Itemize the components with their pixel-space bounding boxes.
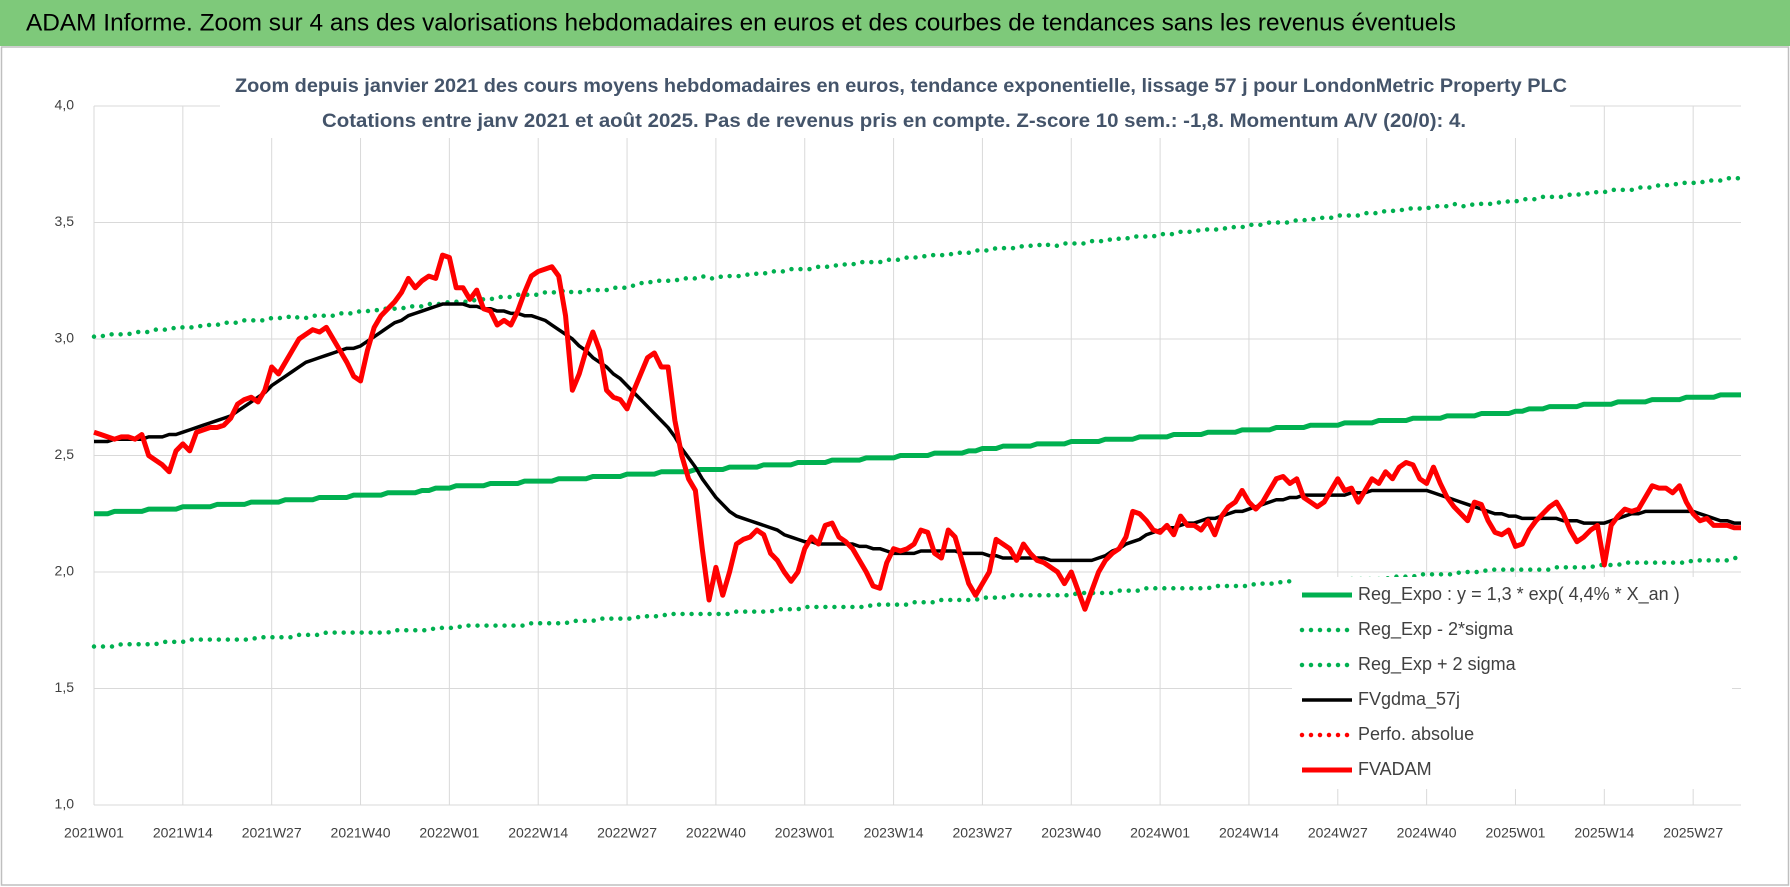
legend-background <box>1292 577 1732 789</box>
x-tick-label: 2025W14 <box>1574 825 1634 841</box>
x-tick-label: 2021W01 <box>64 825 124 841</box>
x-tick-label: 2024W01 <box>1130 825 1190 841</box>
banner-title: ADAM Informe. Zoom sur 4 ans des valoris… <box>26 9 1456 36</box>
y-tick-label: 1,0 <box>55 796 75 812</box>
x-tick-label: 2022W14 <box>508 825 568 841</box>
chart-subtitle: Cotations entre janv 2021 et août 2025. … <box>322 111 1466 132</box>
x-tick-label: 2023W01 <box>775 825 835 841</box>
legend-label: Reg_Exp - 2*sigma <box>1358 619 1514 640</box>
y-tick-label: 3,0 <box>55 330 75 346</box>
y-tick-label: 2,5 <box>55 446 75 462</box>
x-tick-label: 2025W01 <box>1486 825 1546 841</box>
y-tick-label: 3,5 <box>55 213 75 229</box>
x-tick-label: 2022W40 <box>686 825 746 841</box>
x-tick-label: 2021W40 <box>331 825 391 841</box>
plot-lines <box>91 175 1744 649</box>
chart-frame <box>0 46 1790 886</box>
x-tick-label: 2024W27 <box>1308 825 1368 841</box>
series-line <box>93 252 1741 612</box>
legend-label: Perfo. absolue <box>1358 724 1474 744</box>
chart-title: Zoom depuis janvier 2021 des cours moyen… <box>235 76 1567 97</box>
y-tick-label: 1,5 <box>55 679 75 695</box>
series-line <box>91 175 1744 339</box>
legend-label: Reg_Expo : y = 1,3 * exp( 4,4% * X_an ) <box>1358 584 1680 605</box>
legend: Reg_Expo : y = 1,3 * exp( 4,4% * X_an ) R… <box>1292 577 1732 789</box>
series-line <box>94 392 1741 517</box>
y-tick-label: 2,0 <box>55 563 75 579</box>
x-tick-label: 2021W27 <box>242 825 302 841</box>
title-background <box>220 70 1570 138</box>
y-tick-label: 4,0 <box>55 97 75 113</box>
x-tick-label: 2024W14 <box>1219 825 1279 841</box>
legend-label: Reg_Exp + 2 sigma <box>1358 654 1517 675</box>
x-tick-label: 2023W27 <box>952 825 1012 841</box>
x-tick-label: 2023W14 <box>864 825 924 841</box>
x-tick-label: 2023W40 <box>1041 825 1101 841</box>
legend-label: FVADAM <box>1358 759 1432 779</box>
series-line <box>91 555 1744 649</box>
x-tick-label: 2025W27 <box>1663 825 1723 841</box>
x-tick-label: 2022W01 <box>419 825 479 841</box>
banner-bar <box>0 0 1790 46</box>
x-tick-label: 2021W14 <box>153 825 213 841</box>
legend-label: FVgdma_57j <box>1358 689 1460 710</box>
x-tick-label: 2022W27 <box>597 825 657 841</box>
x-tick-label: 2024W40 <box>1397 825 1457 841</box>
